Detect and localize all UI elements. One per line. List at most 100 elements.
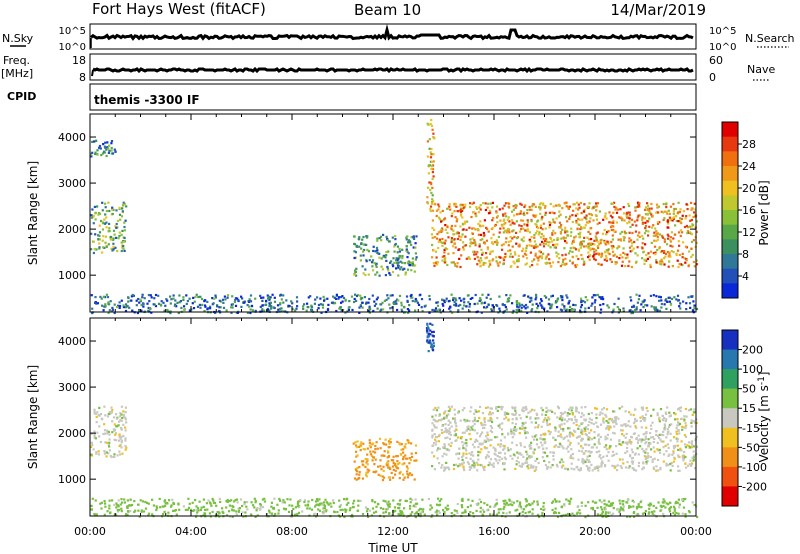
echo-cell <box>683 450 686 454</box>
echo-cell <box>647 230 650 233</box>
echo-cell <box>580 227 583 230</box>
echo-cell <box>410 236 413 239</box>
echo-cell <box>667 430 670 433</box>
echo-cell <box>622 308 625 312</box>
echo-cell <box>681 499 684 502</box>
echo-cell <box>685 435 688 438</box>
echo-cell <box>447 466 450 469</box>
echo-cell <box>635 505 639 509</box>
echo-cell <box>583 459 586 462</box>
echo-cell <box>322 512 325 515</box>
echo-cell <box>299 499 302 502</box>
echo-cell <box>471 227 474 230</box>
echo-cell <box>430 160 434 163</box>
echo-cell <box>516 500 519 503</box>
echo-cell <box>624 423 627 426</box>
echo-cell <box>692 260 695 264</box>
echo-cell <box>634 425 637 428</box>
echo-cell <box>658 436 661 439</box>
echo-cell <box>431 422 434 425</box>
echo-cell <box>379 474 382 477</box>
echo-cell <box>629 296 632 299</box>
echo-cell <box>231 306 234 309</box>
echo-cell <box>693 211 696 214</box>
echo-cell <box>382 469 385 472</box>
echo-cell <box>110 235 113 239</box>
echo-cell <box>521 408 524 411</box>
echo-cell <box>620 466 623 470</box>
echo-cell <box>500 408 503 411</box>
echo-cell <box>238 507 241 510</box>
echo-cell <box>434 414 437 417</box>
echo-cell <box>605 408 609 411</box>
echo-cell <box>216 304 219 307</box>
echo-cell <box>188 297 191 300</box>
echo-cell <box>575 420 578 423</box>
echo-cell <box>515 213 519 216</box>
echo-cell <box>368 439 371 442</box>
echo-cell <box>646 220 649 223</box>
echo-cell <box>587 424 590 427</box>
echo-cell <box>124 418 127 421</box>
echo-cell <box>580 304 583 307</box>
echo-cell <box>427 335 431 338</box>
echo-cell <box>375 246 379 249</box>
echo-cell <box>406 439 409 442</box>
echo-cell <box>558 257 561 260</box>
echo-cell <box>599 239 602 242</box>
echo-cell <box>359 259 362 262</box>
echo-cell <box>452 233 455 236</box>
echo-cell <box>206 308 209 311</box>
echo-cell <box>470 406 473 409</box>
echo-cell <box>552 458 555 461</box>
echo-cell <box>102 235 105 238</box>
echo-cell <box>389 261 392 264</box>
echo-cell <box>620 264 624 267</box>
echo-cell <box>118 213 122 216</box>
echo-cell <box>94 139 98 142</box>
echo-cell <box>432 339 435 342</box>
echo-cell <box>652 446 655 449</box>
echo-cell <box>311 498 314 502</box>
echo-cell <box>577 442 580 445</box>
echo-cell <box>467 256 470 259</box>
echo-cell <box>465 257 468 260</box>
echo-cell <box>689 446 692 449</box>
echo-cell <box>249 308 252 311</box>
echo-cell <box>626 216 629 219</box>
echo-cell <box>375 505 378 508</box>
echo-cell <box>515 444 518 447</box>
echo-cell <box>107 151 110 154</box>
echo-cell <box>372 245 375 248</box>
echo-cell <box>522 422 525 425</box>
echo-cell <box>649 294 652 297</box>
echo-cell <box>653 510 656 513</box>
echo-cell <box>427 186 430 189</box>
echo-cell <box>287 510 291 513</box>
echo-cell <box>567 499 570 502</box>
echo-cell <box>431 415 434 418</box>
echo-cell <box>609 504 612 507</box>
echo-cell <box>141 500 144 503</box>
echo-cell <box>210 504 213 507</box>
echo-cell <box>611 504 614 507</box>
echo-cell <box>561 254 564 257</box>
echo-cell <box>519 202 522 205</box>
echo-cell <box>102 295 105 298</box>
echo-cell <box>259 305 262 308</box>
echo-cell <box>542 447 545 450</box>
echo-cell <box>481 412 485 415</box>
echo-cell <box>454 302 458 305</box>
echo-cell <box>547 409 550 412</box>
echo-cell <box>566 468 570 471</box>
echo-cell <box>604 513 607 516</box>
echo-cell <box>103 429 107 432</box>
echo-cell <box>109 454 112 458</box>
echo-cell <box>675 253 678 257</box>
echo-cell <box>597 243 601 246</box>
echo-cell <box>610 202 613 205</box>
echo-cell <box>147 294 150 297</box>
echo-cell <box>618 439 621 442</box>
freq-line <box>92 66 694 74</box>
echo-cell <box>337 297 340 300</box>
